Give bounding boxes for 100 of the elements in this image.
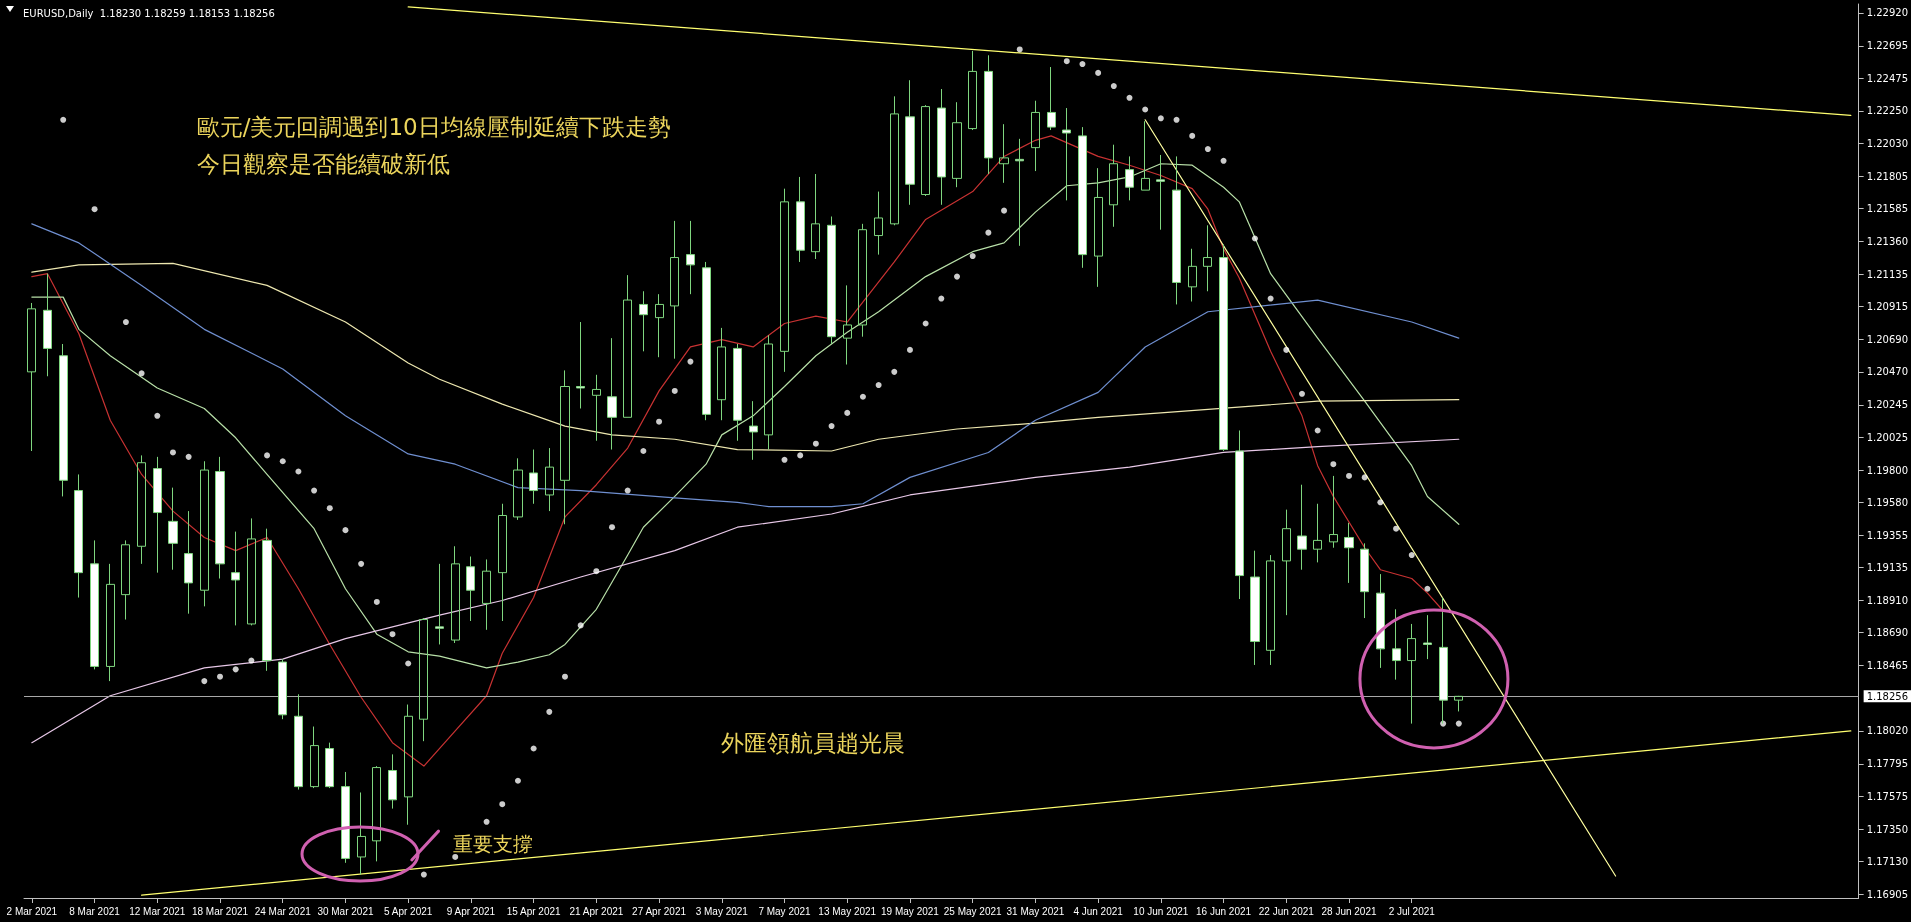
candlestick [639, 290, 648, 352]
candlestick [482, 558, 491, 631]
candlestick [890, 95, 899, 226]
x-tick-label: 12 Mar 2021 [129, 905, 186, 917]
candlestick [74, 473, 83, 599]
x-tick-label: 10 Jun 2021 [1133, 905, 1189, 917]
candlestick [419, 617, 428, 742]
y-tick-label: 1.22695 [1866, 40, 1909, 52]
y-tick-label: 1.18020 [1866, 725, 1909, 737]
candlestick [388, 753, 397, 810]
candlestick [1188, 248, 1197, 303]
x-tick-label: 2 Mar 2021 [6, 905, 58, 917]
candlestick [1125, 155, 1134, 201]
y-tick-label: 1.17130 [1866, 855, 1909, 867]
x-tick-label: 19 May 2021 [881, 905, 940, 917]
y-tick-label: 1.18465 [1866, 660, 1909, 672]
candlestick [27, 302, 36, 452]
candlestick [59, 343, 68, 497]
candlestick [952, 101, 962, 188]
candlestick [1423, 614, 1432, 660]
candlestick [294, 693, 303, 791]
candlestick [1031, 100, 1040, 172]
candlestick [184, 510, 193, 615]
candlestick [858, 223, 867, 338]
candlestick [1329, 475, 1338, 549]
x-tick-label: 5 Apr 2021 [383, 905, 433, 917]
y-tick-label: 1.21585 [1866, 202, 1909, 214]
candlestick [1297, 484, 1307, 571]
y-tick-label: 1.21805 [1866, 170, 1909, 182]
x-tick-label: 3 May 2021 [695, 905, 749, 917]
x-tick-label: 2 Jul 2021 [1388, 905, 1436, 917]
annotation: 外匯領航員趙光晨 [721, 728, 906, 758]
candlestick [560, 369, 570, 525]
candlestick [702, 261, 711, 421]
candlestick [686, 220, 695, 295]
candlestick [984, 54, 993, 175]
candlestick [278, 658, 287, 720]
candlestick [372, 765, 381, 862]
candlestick [1454, 695, 1463, 712]
candlestick [1203, 224, 1212, 292]
candlestick [451, 545, 460, 644]
candlestick [1344, 522, 1354, 584]
candlestick [827, 216, 836, 345]
candlestick [215, 456, 225, 579]
candlestick [498, 503, 507, 622]
candlestick [90, 539, 99, 670]
y-tick-label: 1.22030 [1866, 137, 1909, 149]
y-tick-label: 1.20690 [1866, 334, 1909, 346]
x-tick-label: 7 May 2021 [758, 905, 812, 917]
candlestick [1392, 608, 1401, 681]
y-tick-label: 1.21135 [1866, 268, 1909, 280]
candlestick [435, 563, 444, 645]
candlestick [168, 487, 178, 571]
x-tick-label: 8 Mar 2021 [69, 905, 121, 917]
candlestick [341, 771, 350, 864]
candlestick [968, 50, 977, 131]
candlestick [1250, 550, 1260, 666]
candlestick [1109, 144, 1118, 228]
y-tick-label: 1.17795 [1866, 758, 1909, 770]
candlestick [1015, 138, 1024, 247]
x-tick-label: 21 Apr 2021 [569, 905, 624, 917]
candlestick [623, 274, 632, 418]
candlestick [655, 293, 664, 358]
candlestick [874, 191, 883, 256]
y-tick-label: 1.20470 [1866, 366, 1909, 378]
candlestick [1094, 167, 1103, 288]
candlestick [106, 563, 115, 682]
x-tick-label: 15 Apr 2021 [506, 905, 562, 917]
x-tick-label: 24 Mar 2021 [254, 905, 312, 917]
y-tick-label: 1.21360 [1866, 235, 1909, 247]
candlestick [545, 447, 554, 512]
candlestick [231, 531, 240, 626]
x-tick-label: 27 Apr 2021 [632, 905, 687, 917]
candlestick [1078, 126, 1087, 269]
candlestick [811, 173, 820, 260]
candlestick [513, 457, 523, 521]
x-tick-label: 25 May 2021 [943, 905, 1003, 917]
candlestick [1172, 155, 1181, 305]
x-tick-label: 18 Mar 2021 [191, 905, 249, 917]
candlestick [466, 556, 475, 622]
candlestick [1047, 66, 1056, 131]
candlestick [325, 742, 334, 789]
candlestick [1313, 503, 1322, 563]
candlestick [843, 284, 852, 366]
y-tick-label: 1.20915 [1866, 301, 1909, 313]
candlestick [905, 79, 915, 206]
y-tick-label: 1.17575 [1866, 790, 1909, 802]
candlestick [921, 104, 930, 197]
candlestick [1376, 573, 1385, 669]
candlestick [262, 528, 272, 672]
candlestick [1282, 509, 1291, 616]
y-tick-label: 1.18690 [1866, 627, 1909, 639]
x-tick-label: 13 May 2021 [818, 905, 877, 917]
candlestick [247, 517, 256, 626]
candlestick [1062, 107, 1071, 201]
x-tick-label: 9 Apr 2021 [446, 905, 496, 917]
candlestick [717, 327, 726, 421]
y-tick-label: 1.22920 [1866, 7, 1909, 19]
candlestick [670, 220, 679, 360]
x-tick-label: 16 Jun 2021 [1196, 905, 1252, 917]
